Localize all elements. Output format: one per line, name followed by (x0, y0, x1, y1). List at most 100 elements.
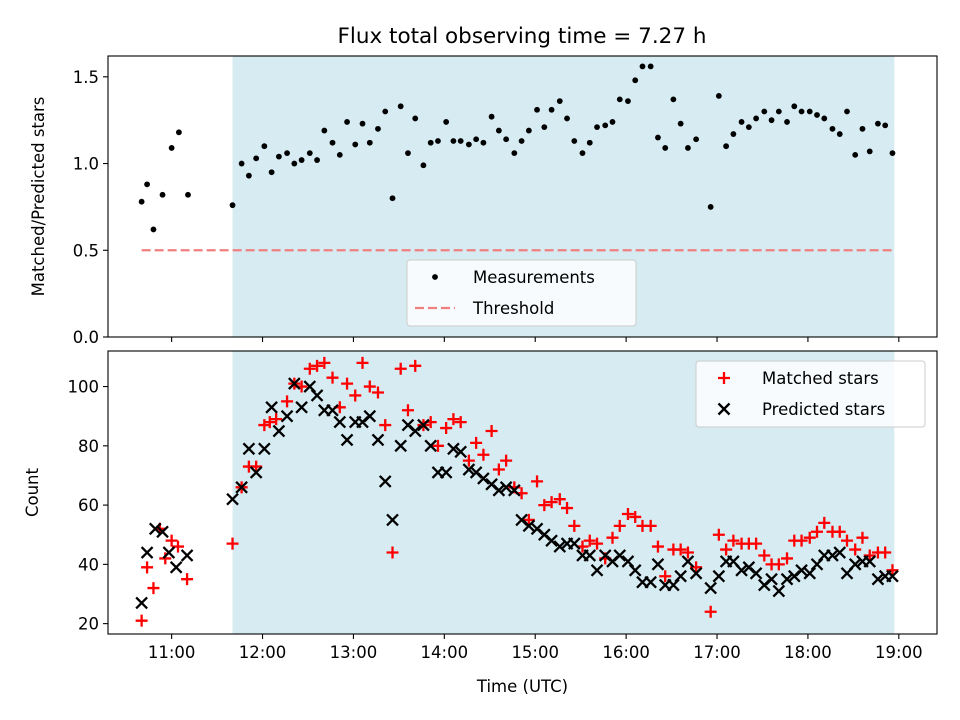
measurement-point (806, 108, 813, 115)
matched-point (341, 377, 354, 390)
y-tick-label: 0.5 (73, 241, 99, 260)
measurement-point (275, 153, 282, 160)
y-tick-label: 40 (78, 555, 99, 574)
measurement-point (457, 138, 464, 144)
matched-point (659, 570, 672, 583)
measurement-point (495, 127, 502, 134)
measurement-point (625, 98, 631, 104)
measurement-point (609, 119, 616, 125)
measurement-point (412, 115, 419, 122)
matched-point (500, 454, 513, 467)
measurement-point (298, 157, 305, 163)
predicted-point (553, 540, 567, 553)
legend-box (695, 360, 926, 428)
matched-point (720, 543, 733, 556)
predicted-point (735, 563, 748, 577)
measurement-point (336, 151, 343, 158)
predicted-point (242, 442, 256, 456)
predicted-point (148, 522, 162, 536)
x-tick-label: 11:00 (148, 643, 196, 662)
figure-title: Flux total observing time = 7.27 h (338, 24, 707, 49)
predicted-point (765, 572, 778, 586)
matched-point (704, 605, 717, 618)
predicted-point (522, 519, 536, 533)
plot-area (138, 56, 896, 337)
matched-point (879, 546, 892, 559)
predicted-point (265, 400, 278, 414)
measurement-point (844, 108, 850, 115)
matched-point (545, 496, 558, 509)
measurement-point (647, 63, 654, 70)
predicted-point (772, 584, 786, 598)
matched-point (462, 454, 475, 467)
matched-point (270, 413, 283, 426)
matched-point (250, 460, 263, 473)
measurement-point (730, 131, 737, 137)
matched-point (750, 537, 763, 550)
predicted-point (258, 442, 271, 456)
matched-point (690, 561, 703, 574)
matched-point (181, 573, 194, 586)
matched-point (621, 507, 634, 520)
y-tick-label: 1.0 (73, 155, 99, 174)
measurement-point (159, 191, 166, 198)
measurement-point (662, 145, 669, 151)
measurement-point (138, 198, 145, 205)
predicted-point (545, 534, 558, 547)
measurement-point (775, 108, 782, 115)
matched-point (349, 389, 362, 402)
predicted-point (644, 575, 657, 589)
matched-point (159, 552, 172, 565)
matched-point (758, 549, 771, 562)
legend: Measurements Threshold (406, 259, 637, 327)
measurement-point (798, 108, 805, 115)
measurement-point (268, 169, 275, 176)
axes-frame (107, 350, 938, 635)
matched-point (318, 356, 331, 369)
matched-point (492, 463, 505, 476)
predicted-point (417, 418, 430, 432)
measurement-point (586, 139, 593, 146)
predicted-point (439, 466, 453, 479)
matched-point (856, 531, 869, 544)
matched-point (538, 499, 551, 512)
measurement-point (836, 131, 843, 137)
measurement-point (821, 115, 828, 122)
matched-point (803, 531, 816, 544)
predicted-point (499, 481, 513, 494)
measurement-point (420, 162, 427, 169)
measurement-point (465, 141, 472, 148)
predicted-point (272, 424, 286, 438)
measurement-point (450, 138, 457, 144)
count-panel: 20 40 60 80 100 11:00 12:00 13:00 14:00 15:00 16:0… (23, 350, 938, 696)
measurement-point (859, 125, 866, 132)
matched-point (447, 413, 460, 426)
predicted-point (226, 492, 239, 506)
measurement-point (685, 145, 691, 151)
predicted-point (871, 572, 885, 586)
predicted-point (408, 424, 422, 438)
measurement-point (556, 98, 563, 104)
measurement-point (882, 122, 889, 129)
measurement-point (245, 172, 252, 179)
predicted-point (567, 537, 581, 550)
measurement-point (427, 139, 434, 146)
matched-point (886, 564, 899, 577)
predicted-point (492, 483, 506, 497)
measurement-point (176, 129, 182, 136)
matched-point (431, 439, 444, 452)
matched-point (263, 416, 276, 429)
measurement-point (144, 181, 150, 188)
legend: Matched stars Predicted stars (695, 360, 926, 428)
matched-point (606, 531, 619, 544)
matched-point (135, 614, 148, 627)
predicted-point (826, 549, 839, 562)
predicted-point (162, 546, 176, 559)
y-axis-label: Matched/Predicted stars (29, 97, 48, 297)
matched-point (311, 359, 324, 372)
matched-point (363, 380, 376, 393)
predicted-point (140, 546, 154, 559)
measurement-point (889, 150, 896, 157)
measurement-point (852, 151, 859, 158)
predicted-point (326, 403, 339, 417)
